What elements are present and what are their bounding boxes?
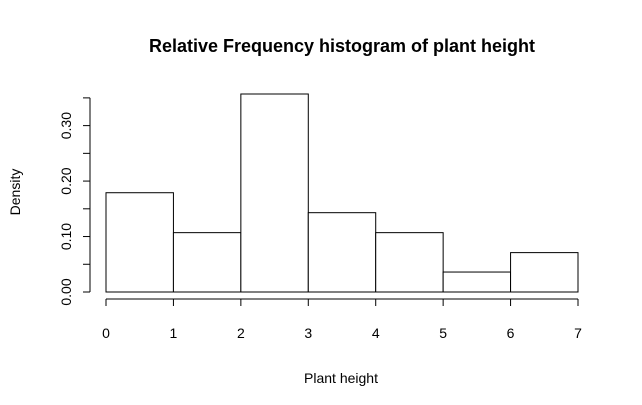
x-tick-label: 7: [574, 325, 582, 341]
x-axis: 0 1 2 3 4 5 6 7: [102, 298, 582, 341]
x-tick-label: 5: [439, 325, 447, 341]
y-axis: 0.00 0.10 0.20 0.30: [58, 97, 91, 306]
histogram-bar-3: [307, 212, 377, 293]
x-tick-label: 3: [304, 325, 312, 341]
y-tick-label: 0.20: [58, 167, 74, 194]
x-tick-label: 0: [102, 325, 110, 341]
histogram-bar-2: [240, 93, 309, 293]
bars-group: [105, 93, 579, 293]
histogram-bar-5: [442, 271, 512, 293]
x-tick-label: 6: [507, 325, 515, 341]
histogram-bar-4: [375, 232, 444, 293]
chart-title: Relative Frequency histogram of plant he…: [149, 36, 535, 56]
histogram-bar-6: [510, 252, 579, 293]
histogram-bar-1: [172, 232, 242, 293]
y-axis-label: Density: [7, 169, 23, 216]
x-tick-label: 2: [237, 325, 245, 341]
y-tick-label: 0.00: [58, 278, 74, 305]
x-axis-label: Plant height: [304, 370, 378, 386]
x-tick-label: 1: [170, 325, 178, 341]
y-tick-label: 0.30: [58, 112, 74, 139]
histogram-bar-0: [105, 192, 174, 293]
x-tick-label: 4: [372, 325, 380, 341]
y-tick-label: 0.10: [58, 223, 74, 250]
